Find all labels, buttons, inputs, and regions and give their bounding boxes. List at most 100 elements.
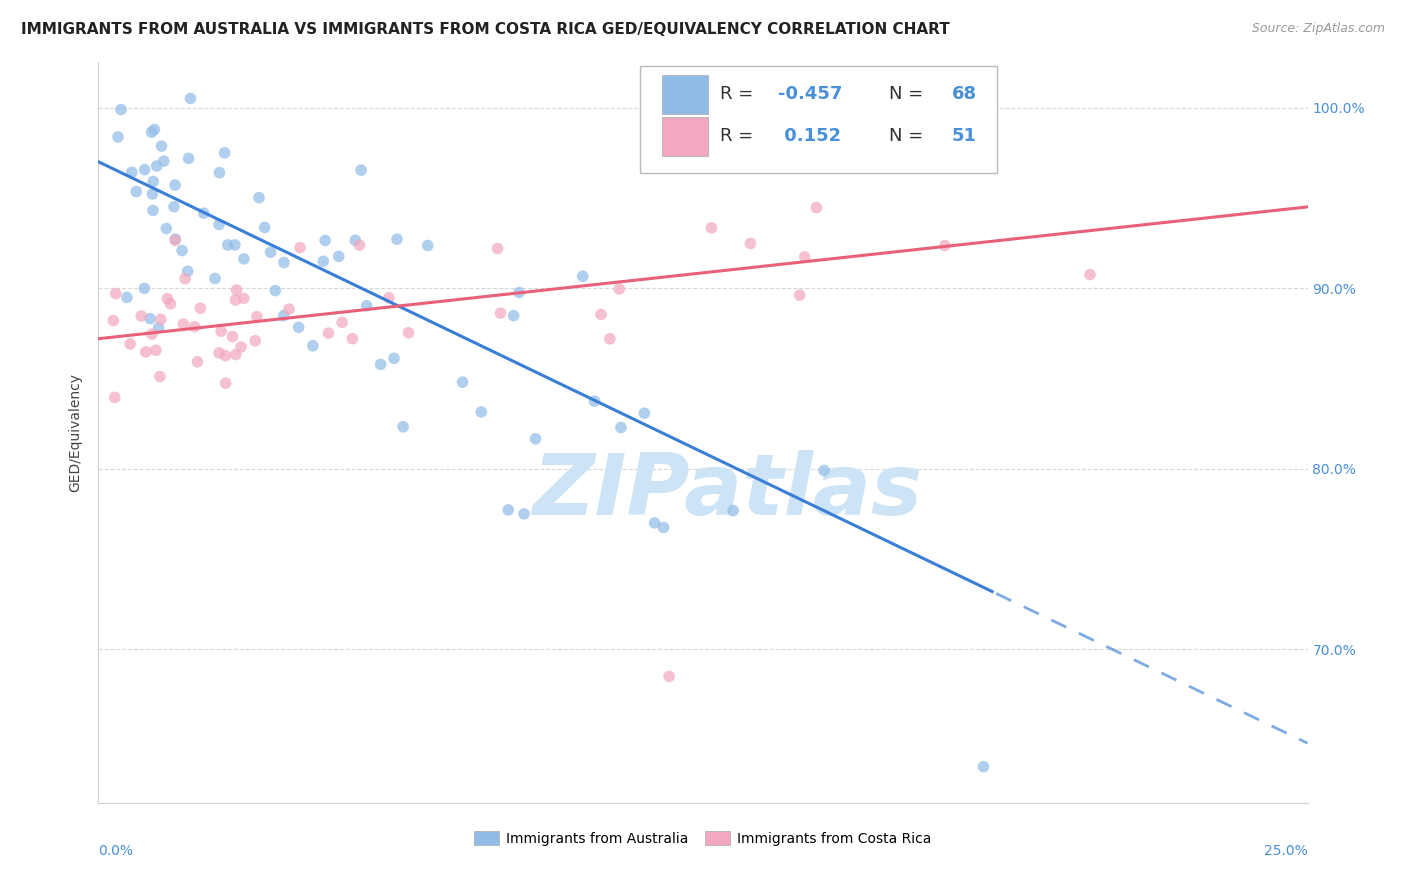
Point [208,346,231,360]
Text: N =: N = [889,128,929,145]
Point [349,238,371,252]
Point [973,760,995,774]
Point [288,241,311,255]
Point [496,503,519,517]
FancyBboxPatch shape [662,117,707,156]
Point [186,355,208,369]
Point [215,376,238,391]
Text: 0.152: 0.152 [778,128,841,145]
Point [344,233,367,247]
Point [658,669,681,683]
Point [246,310,269,324]
Point [139,311,162,326]
Point [104,286,127,301]
Point [134,281,156,295]
Point [221,329,243,343]
Point [214,145,236,160]
Point [225,347,247,361]
Point [229,340,252,354]
Point [120,337,142,351]
Point [571,269,593,284]
Point [470,405,492,419]
Point [190,301,212,316]
Point [232,252,254,266]
Point [224,293,246,307]
Point [245,334,267,348]
Point [193,206,215,220]
Point [150,139,173,153]
Point [174,271,197,285]
Text: IMMIGRANTS FROM AUSTRALIA VS IMMIGRANTS FROM COSTA RICA GED/EQUIVALENCY CORRELAT: IMMIGRANTS FROM AUSTRALIA VS IMMIGRANTS … [21,22,950,37]
Point [385,232,408,246]
Point [610,420,633,434]
Point [141,187,163,202]
Point [287,320,309,334]
Point [225,283,247,297]
Point [180,91,202,105]
Point [513,507,536,521]
Point [740,236,762,251]
Point [121,165,143,179]
Point [813,463,835,477]
Point [934,238,956,252]
Point [350,163,373,178]
Text: 0.0%: 0.0% [98,844,134,857]
Point [700,220,723,235]
Point [382,351,405,366]
Point [330,315,353,329]
Point [652,520,675,534]
Point [583,394,606,409]
Point [134,162,156,177]
Point [451,375,474,389]
Point [489,306,512,320]
Point [110,103,132,117]
Point [165,233,187,247]
Point [392,419,415,434]
Point [148,320,170,334]
Point [104,390,127,404]
Y-axis label: GED/Equivalency: GED/Equivalency [69,373,83,492]
Point [129,309,152,323]
Point [508,285,530,300]
Point [208,218,231,232]
Point [314,234,336,248]
Point [149,369,172,384]
Point [163,200,186,214]
Point [644,516,666,530]
Point [141,327,163,342]
Point [177,152,200,166]
Point [253,220,276,235]
Point [165,232,187,246]
Point [208,166,231,180]
Point [115,290,138,304]
Point [806,201,828,215]
Point [107,130,129,145]
Legend: Immigrants from Australia, Immigrants from Costa Rica: Immigrants from Australia, Immigrants fr… [468,825,938,851]
Point [273,255,295,269]
Point [633,406,655,420]
Point [247,190,270,204]
Point [398,326,420,340]
Text: R =: R = [720,86,759,103]
Point [176,264,198,278]
Point [342,332,364,346]
Point [607,282,630,296]
Point [278,301,301,316]
Point [145,343,167,358]
Point [502,309,524,323]
Point [204,271,226,285]
Point [142,174,165,188]
Point [170,244,193,258]
Point [159,297,181,311]
Point [155,221,177,235]
Point [328,249,350,263]
Point [152,154,174,169]
Point [135,345,157,359]
Point [183,319,205,334]
Point [312,254,335,268]
Text: Source: ZipAtlas.com: Source: ZipAtlas.com [1251,22,1385,36]
Point [224,238,246,252]
Point [103,313,125,327]
Point [142,203,165,218]
Point [209,324,232,338]
